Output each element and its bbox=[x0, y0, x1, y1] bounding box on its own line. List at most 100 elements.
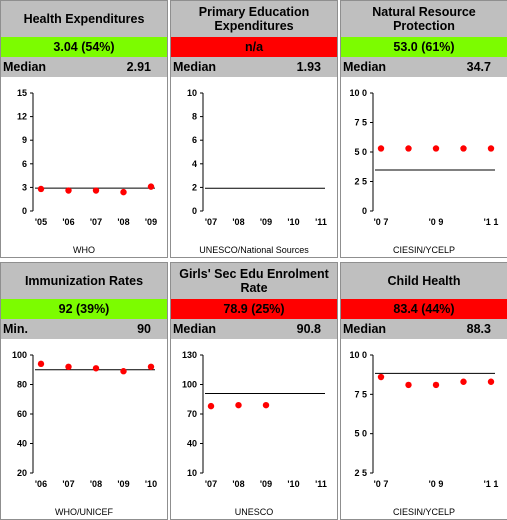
data-point bbox=[147, 363, 155, 370]
x-tick-label: '05 bbox=[35, 217, 47, 227]
y-tick-label: 60 bbox=[17, 409, 27, 419]
data-point bbox=[37, 185, 45, 193]
x-tick-label: '0 9 bbox=[429, 217, 444, 227]
x-tick-label: '07 bbox=[205, 479, 217, 489]
x-tick-label: '08 bbox=[117, 217, 129, 227]
indicator-panel: Health Expenditures 3.04 (54%) Median 2.91 0… bbox=[0, 0, 168, 258]
median-row: Median 88.3 bbox=[341, 319, 507, 339]
median-value: 1.93 bbox=[296, 60, 321, 74]
y-tick-label: 8 bbox=[192, 112, 197, 122]
x-tick-label: '10 bbox=[287, 479, 299, 489]
data-point bbox=[432, 145, 440, 152]
data-point bbox=[432, 381, 440, 389]
y-tick-label: 7 5 bbox=[354, 389, 367, 399]
x-tick-label: '0 7 bbox=[374, 217, 389, 227]
y-tick-label: 10 0 bbox=[349, 350, 367, 360]
median-row: Median 2.91 bbox=[1, 57, 167, 77]
x-tick-label: '08 bbox=[232, 217, 244, 227]
panel-title: Primary Education Expenditures bbox=[171, 1, 337, 37]
source-label: CIESIN/YCELP bbox=[392, 245, 456, 255]
y-tick-label: 10 0 bbox=[349, 88, 367, 98]
y-tick-label: 100 bbox=[12, 350, 27, 360]
source-label: WHO/UNICEF bbox=[55, 507, 113, 517]
score-badge: 78.9 (25%) bbox=[171, 299, 337, 319]
y-tick-label: 5 0 bbox=[354, 429, 367, 439]
score-badge: 3.04 (54%) bbox=[1, 37, 167, 57]
x-tick-label: '09 bbox=[260, 479, 272, 489]
y-tick-label: 80 bbox=[17, 380, 27, 390]
y-tick-label: 40 bbox=[187, 439, 197, 449]
panel-title: Natural Resource Protection bbox=[341, 1, 507, 37]
y-tick-label: 70 bbox=[187, 409, 197, 419]
panel-title: Health Expenditures bbox=[1, 1, 167, 37]
y-tick-label: 0 bbox=[362, 206, 367, 216]
data-point bbox=[92, 365, 100, 372]
data-point bbox=[120, 188, 127, 196]
median-row: Median 1.93 bbox=[171, 57, 337, 77]
data-point bbox=[92, 187, 100, 194]
y-tick-label: 0 bbox=[22, 206, 27, 216]
x-tick-label: '07 bbox=[62, 479, 74, 489]
data-point bbox=[262, 401, 270, 409]
trend-chart: 2 5 5 0 7 5 10 0 '0 7 '0 9 '1 1 bbox=[349, 350, 499, 489]
trend-chart: 10 40 70 100 130 '07 '08 '09 '10 '11 bbox=[182, 350, 327, 489]
median-value: 34.7 bbox=[466, 60, 491, 74]
x-tick-label: '10 bbox=[287, 217, 299, 227]
median-row: Min. 90 bbox=[1, 319, 167, 339]
indicator-panel: Child Health 83.4 (44%) Median 88.3 2 5 5 0 7 … bbox=[340, 262, 507, 520]
x-tick-label: '09 bbox=[117, 479, 129, 489]
data-point bbox=[405, 145, 412, 152]
indicator-panel: Primary Education Expenditures n/a Median 1… bbox=[170, 0, 338, 258]
panel-title: Child Health bbox=[341, 263, 507, 299]
median-value: 90.8 bbox=[296, 322, 321, 336]
score-badge: n/a bbox=[171, 37, 337, 57]
x-tick-label: '1 1 bbox=[484, 479, 499, 489]
panel-title: Girls' Sec Edu Enrolment Rate bbox=[171, 263, 337, 299]
data-point bbox=[460, 378, 467, 385]
y-tick-label: 20 bbox=[17, 468, 27, 478]
x-tick-label: '11 bbox=[315, 479, 327, 489]
y-tick-label: 2 bbox=[192, 182, 197, 192]
indicator-panel: Girls' Sec Edu Enrolment Rate 78.9 (25%) M… bbox=[170, 262, 338, 520]
data-point bbox=[377, 145, 385, 152]
data-point bbox=[487, 378, 495, 385]
x-tick-label: '09 bbox=[260, 217, 272, 227]
y-tick-label: 6 bbox=[192, 135, 197, 145]
x-tick-label: '0 9 bbox=[429, 479, 444, 489]
data-point bbox=[460, 145, 467, 152]
y-tick-label: 2 5 bbox=[354, 468, 367, 478]
y-tick-label: 100 bbox=[182, 380, 197, 390]
x-tick-label: '06 bbox=[62, 217, 74, 227]
trend-chart: 0 3 6 9 12 15 '05 '06 '07 '08 '09 bbox=[17, 88, 157, 227]
score-badge: 53.0 (61%) bbox=[341, 37, 507, 57]
x-tick-label: '08 bbox=[232, 479, 244, 489]
median-label: Median bbox=[173, 60, 217, 74]
panel-title: Immunization Rates bbox=[1, 263, 167, 299]
source-label: CIESIN/YCELP bbox=[392, 507, 456, 517]
data-point bbox=[487, 145, 495, 152]
median-label: Median bbox=[343, 60, 387, 74]
median-label: Median bbox=[3, 60, 47, 74]
median-label: Min. bbox=[3, 322, 28, 336]
trend-chart: 0 2 4 6 8 10 '07 '08 '09 '10 '11 bbox=[187, 88, 327, 227]
data-point bbox=[235, 401, 242, 409]
x-tick-label: '11 bbox=[315, 217, 327, 227]
median-label: Median bbox=[173, 322, 217, 336]
y-tick-label: 5 0 bbox=[354, 147, 367, 157]
indicator-panel: Immunization Rates 92 (39%) Min. 90 20 40 60 80… bbox=[0, 262, 168, 520]
indicator-panel: Natural Resource Protection 53.0 (61%) Med… bbox=[340, 0, 507, 258]
y-tick-label: 15 bbox=[17, 88, 27, 98]
median-value: 2.91 bbox=[126, 60, 151, 74]
data-point bbox=[207, 402, 215, 410]
x-tick-label: '08 bbox=[90, 479, 102, 489]
median-row: Median 34.7 bbox=[341, 57, 507, 77]
median-value: 90 bbox=[137, 322, 151, 336]
data-point bbox=[65, 187, 72, 194]
source-label: WHO bbox=[73, 245, 95, 255]
y-tick-label: 12 bbox=[17, 112, 27, 122]
source-label: UNESCO bbox=[234, 507, 274, 517]
x-tick-label: '07 bbox=[90, 217, 102, 227]
y-tick-label: 10 bbox=[187, 88, 197, 98]
y-tick-label: 3 bbox=[22, 182, 27, 192]
data-point bbox=[405, 381, 412, 389]
